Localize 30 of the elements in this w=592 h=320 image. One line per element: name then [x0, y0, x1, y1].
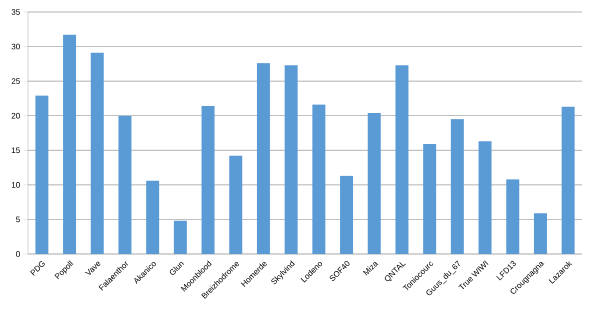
- bar: [534, 213, 547, 254]
- y-tick-label: 5: [16, 216, 20, 222]
- bar: [146, 180, 160, 254]
- y-tick-label: 30: [12, 44, 20, 50]
- bar: [118, 116, 132, 254]
- bar: [312, 104, 326, 254]
- bar: [63, 34, 76, 254]
- y-tick-label: 10: [12, 182, 20, 188]
- x-tick-label: Vave: [84, 262, 100, 275]
- y-tick-label: 25: [12, 78, 20, 84]
- x-tick-label: Miza: [362, 262, 378, 276]
- bar: [284, 65, 298, 254]
- bar: [368, 112, 381, 254]
- bar: [478, 141, 492, 254]
- bar: [423, 144, 436, 254]
- bar: [506, 179, 520, 254]
- bar: [395, 65, 408, 254]
- y-tick-label: 20: [12, 112, 20, 119]
- bar: [35, 96, 48, 254]
- bar: [202, 106, 215, 254]
- y-tick-label: 0: [16, 251, 20, 257]
- bar: [256, 63, 270, 254]
- bar: [340, 176, 354, 254]
- y-tick-label: 35: [12, 9, 20, 15]
- bar: [90, 52, 104, 254]
- bar: [174, 220, 187, 254]
- bar: [562, 106, 575, 254]
- bar: [450, 119, 464, 254]
- bar: [229, 156, 242, 254]
- y-tick-label: 15: [12, 147, 20, 154]
